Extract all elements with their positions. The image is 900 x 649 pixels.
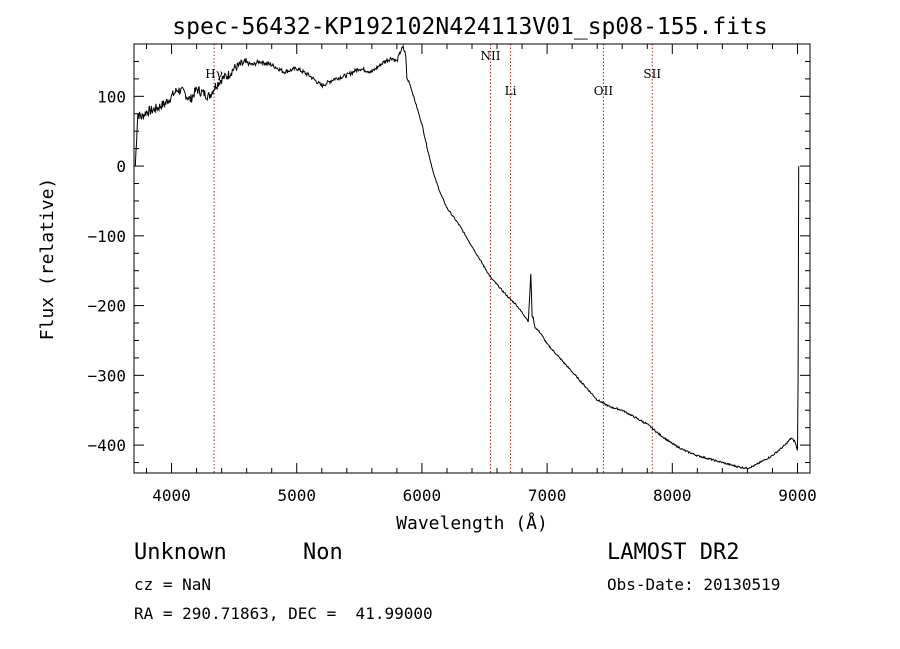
marker-label: Li: [505, 84, 517, 98]
x-tick-label: 8000: [653, 486, 692, 505]
coordinates-text: RA = 290.71863, DEC = 41.99000: [134, 604, 433, 623]
y-tick-label: −200: [87, 297, 126, 316]
y-tick-label: −300: [87, 366, 126, 385]
marker-label: SII: [643, 67, 661, 81]
object-class: Unknown: [134, 540, 227, 565]
chart-title: spec-56432-KP192102N424113V01_sp08-155.f…: [172, 14, 767, 40]
spectrum-line: [134, 43, 800, 470]
x-tick-label: 9000: [778, 486, 817, 505]
redshift-text: cz = NaN: [134, 575, 211, 594]
y-axis-label: Flux (relative): [37, 178, 58, 341]
y-axis: 100 0 −100 −200 −300 −400: [87, 43, 810, 464]
x-tick-label: 6000: [403, 486, 442, 505]
marker-label: OII: [594, 84, 614, 98]
marker-label: Hγ: [205, 67, 223, 81]
marker-label: NII: [481, 49, 501, 63]
spectral-line-markers: Hγ NII Li OII SII: [205, 44, 661, 473]
y-tick-label: −100: [87, 227, 126, 246]
observation-date: Obs-Date: 20130519: [607, 575, 780, 594]
y-tick-label: 0: [116, 157, 126, 176]
x-tick-label: 7000: [528, 486, 567, 505]
plot-frame: [133, 43, 811, 474]
x-axis: 4000 5000 6000 7000 8000 9000: [146, 44, 817, 505]
x-tick-label: 4000: [152, 486, 191, 505]
x-axis-label: Wavelength (Å): [396, 512, 548, 534]
y-tick-label: 100: [97, 87, 126, 106]
x-tick-label: 5000: [277, 486, 316, 505]
survey-name: LAMOST DR2: [607, 540, 739, 565]
object-subclass: Non: [303, 540, 343, 565]
y-tick-label: −400: [87, 436, 126, 455]
